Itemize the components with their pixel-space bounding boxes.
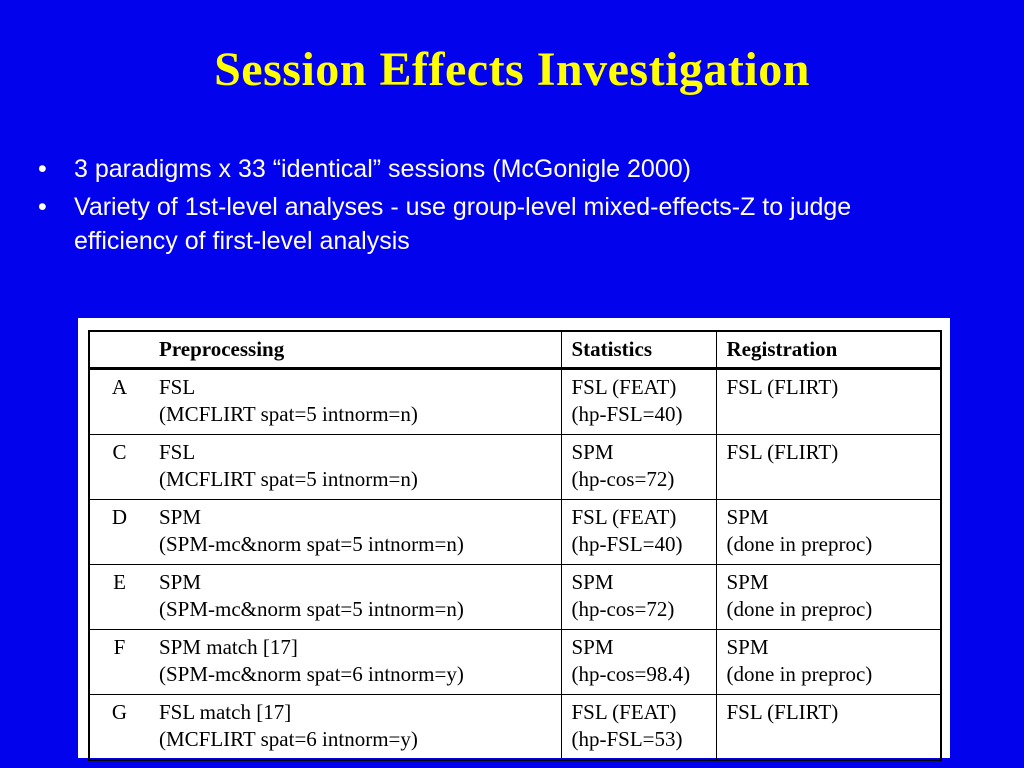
cell-statistics: SPM (hp-cos=98.4) xyxy=(560,629,716,695)
cell-line-1: FSL xyxy=(159,440,196,464)
table-row: E SPM (SPM-mc&norm spat=5 intnorm=n) SPM… xyxy=(89,564,941,630)
cell-registration: FSL (FLIRT) xyxy=(715,368,941,435)
cell-preprocessing: SPM (SPM-mc&norm spat=5 intnorm=n) xyxy=(149,565,561,630)
cell-preprocessing: SPM match [17] (SPM-mc&norm spat=6 intno… xyxy=(149,630,561,695)
cell-line-2: (MCFLIRT spat=5 intnorm=n) xyxy=(159,467,418,491)
bullet-item: 3 paradigms x 33 “identical” sessions (M… xyxy=(38,152,968,186)
cell-preprocessing: FSL (MCFLIRT spat=5 intnorm=n) xyxy=(149,369,561,435)
cell-statistics: SPM (hp-cos=72) xyxy=(560,564,716,630)
row-letter: E xyxy=(113,570,126,594)
cell-line-2: (hp-cos=98.4) xyxy=(571,662,691,686)
header-preprocessing: Preprocessing xyxy=(149,331,561,370)
table-panel: Preprocessing Statistics Registration A … xyxy=(78,318,950,761)
cell-line-2: (SPM-mc&norm spat=5 intnorm=n) xyxy=(159,597,464,621)
row-letter: G xyxy=(111,700,128,724)
cell-registration: SPM (done in preproc) xyxy=(715,564,941,630)
cell-line-1: SPM xyxy=(726,635,769,659)
cell-line-2: (SPM-mc&norm spat=5 intnorm=n) xyxy=(159,532,464,556)
cell-line-1: FSL (FLIRT) xyxy=(726,375,839,399)
cell-line-2: (hp-FSL=40) xyxy=(571,532,683,556)
cell-line-1: SPM xyxy=(159,505,202,529)
analysis-table: Preprocessing Statistics Registration A … xyxy=(88,330,942,761)
cell-line-2: (hp-cos=72) xyxy=(571,597,675,621)
cell-line-2: (hp-cos=72) xyxy=(571,467,675,491)
row-letter: F xyxy=(113,635,126,659)
cell-registration: SPM (done in preproc) xyxy=(715,499,941,565)
cell-line-1: FSL (FLIRT) xyxy=(726,440,839,464)
row-letter: D xyxy=(111,505,128,529)
header-registration: Registration xyxy=(715,331,941,370)
cell-line-1: FSL (FEAT) xyxy=(571,375,677,399)
cell-line-1: FSL (FEAT) xyxy=(571,700,677,724)
bullet-marker xyxy=(38,190,74,224)
cell-line-1: SPM match [17] xyxy=(159,635,298,659)
cell-line-1: FSL xyxy=(159,375,196,399)
bullet-text: 3 paradigms x 33 “identical” sessions (M… xyxy=(74,155,691,183)
cell-line-2: (done in preproc) xyxy=(726,662,873,686)
cell-line-1: SPM xyxy=(571,440,614,464)
cell-statistics: FSL (FEAT) (hp-FSL=40) xyxy=(560,368,716,435)
cell-line-1: FSL match [17] xyxy=(159,700,292,724)
table-row: C FSL (MCFLIRT spat=5 intnorm=n) SPM (hp… xyxy=(89,434,941,500)
cell-line-1: FSL (FEAT) xyxy=(571,505,677,529)
row-letter: C xyxy=(112,440,127,464)
bullet-marker xyxy=(38,152,74,186)
cell-line-2: (done in preproc) xyxy=(726,532,873,556)
table-row: G FSL match [17] (MCFLIRT spat=6 intnorm… xyxy=(89,694,941,761)
cell-statistics: FSL (FEAT) (hp-FSL=40) xyxy=(560,499,716,565)
cell-line-2: (done in preproc) xyxy=(726,597,873,621)
cell-line-2: (hp-FSL=40) xyxy=(571,402,683,426)
header-blank xyxy=(89,331,149,370)
cell-line-2: (MCFLIRT spat=6 intnorm=y) xyxy=(159,727,418,751)
table-row: D SPM (SPM-mc&norm spat=5 intnorm=n) FSL… xyxy=(89,499,941,565)
row-letter: A xyxy=(111,375,128,399)
cell-registration: SPM (done in preproc) xyxy=(715,629,941,695)
cell-preprocessing: FSL (MCFLIRT spat=5 intnorm=n) xyxy=(149,435,561,500)
cell-statistics: FSL (FEAT) (hp-FSL=53) xyxy=(560,694,716,760)
cell-line-1: SPM xyxy=(571,635,614,659)
cell-preprocessing: SPM (SPM-mc&norm spat=5 intnorm=n) xyxy=(149,500,561,565)
cell-preprocessing: FSL match [17] (MCFLIRT spat=6 intnorm=y… xyxy=(149,695,561,761)
table-row: A FSL (MCFLIRT spat=5 intnorm=n) FSL (FE… xyxy=(89,368,941,435)
cell-line-1: SPM xyxy=(726,570,769,594)
cell-line-1: FSL (FLIRT) xyxy=(726,700,839,724)
bullet-list: 3 paradigms x 33 “identical” sessions (M… xyxy=(38,152,968,262)
cell-line-1: SPM xyxy=(726,505,769,529)
cell-registration: FSL (FLIRT) xyxy=(715,694,941,760)
header-statistics: Statistics xyxy=(560,331,716,370)
table-header-row: Preprocessing Statistics Registration xyxy=(89,331,941,370)
cell-registration: FSL (FLIRT) xyxy=(715,434,941,500)
table-row: F SPM match [17] (SPM-mc&norm spat=6 int… xyxy=(89,629,941,695)
cell-line-2: (SPM-mc&norm spat=6 intnorm=y) xyxy=(159,662,464,686)
cell-statistics: SPM (hp-cos=72) xyxy=(560,434,716,500)
cell-line-1: SPM xyxy=(571,570,614,594)
cell-line-2: (hp-FSL=53) xyxy=(571,727,683,751)
cell-line-2: (MCFLIRT spat=5 intnorm=n) xyxy=(159,402,418,426)
bullet-item: Variety of 1st-level analyses - use grou… xyxy=(38,190,968,258)
bullet-text: Variety of 1st-level analyses - use grou… xyxy=(74,193,852,255)
cell-line-1: SPM xyxy=(159,570,202,594)
slide-title: Session Effects Investigation xyxy=(214,43,810,96)
